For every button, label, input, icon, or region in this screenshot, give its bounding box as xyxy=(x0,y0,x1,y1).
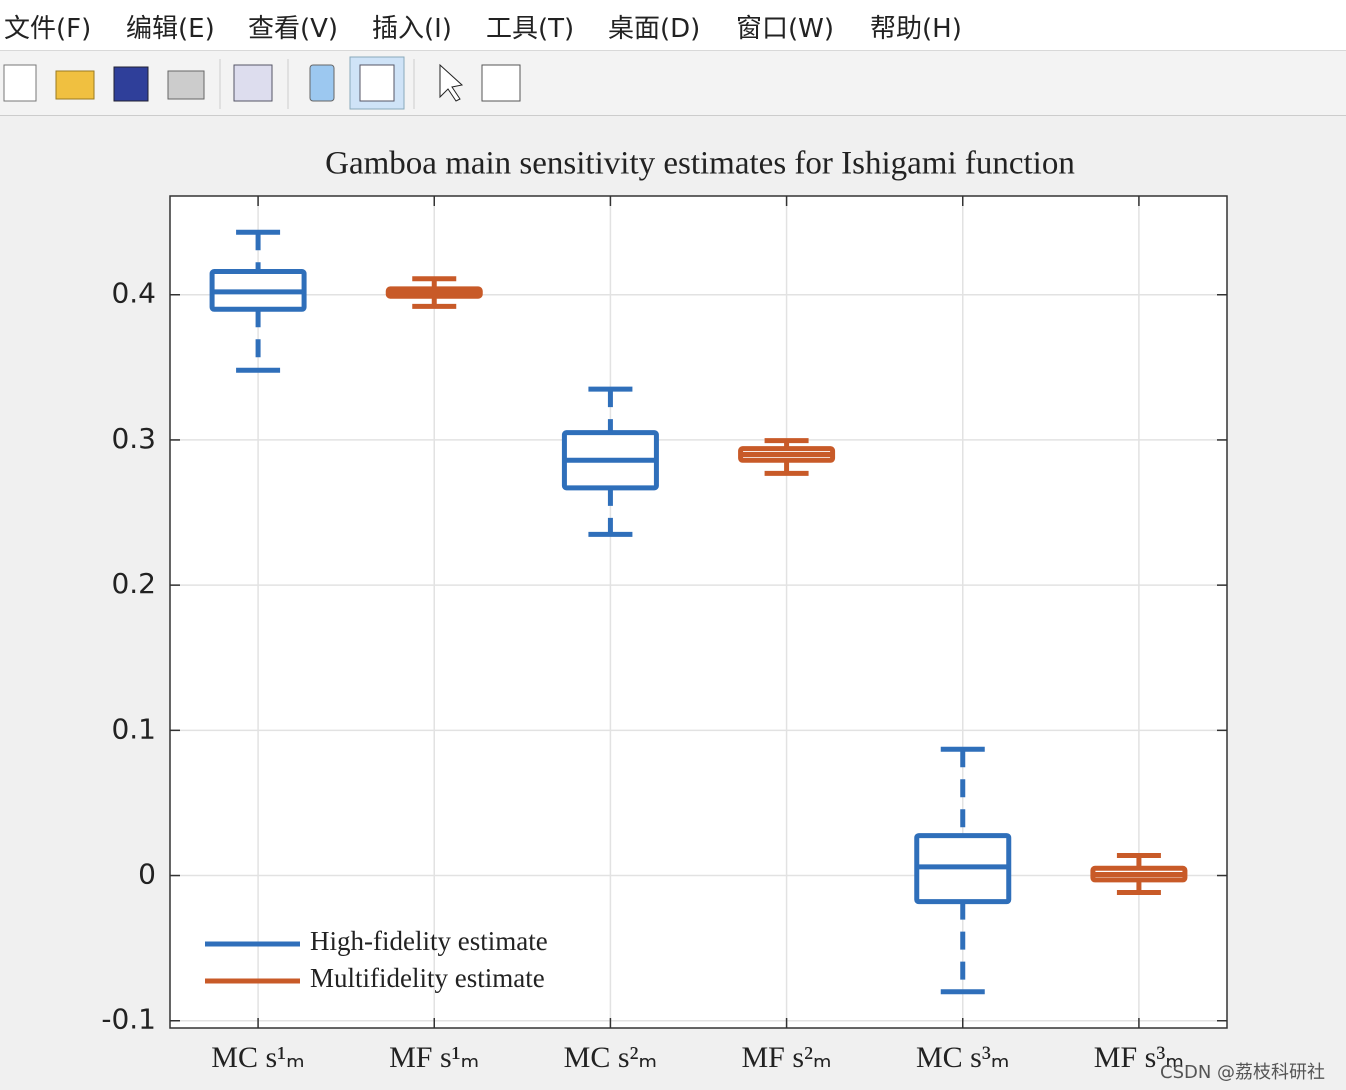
y-tick-label: 0.2 xyxy=(111,567,156,600)
x-tick-label: MC s¹ₘ xyxy=(211,1041,305,1074)
print-icon[interactable] xyxy=(167,70,205,100)
watermark: CSDN @荔枝科研社 xyxy=(1160,1062,1326,1083)
chart: Gamboa main sensitivity estimates for Is… xyxy=(101,146,1228,1074)
x-tick-label: MF s²ₘ xyxy=(741,1041,831,1074)
property-icon[interactable] xyxy=(481,64,521,102)
menu-bar: 文件(F) 编辑(E) 查看(V) 插入(I) 工具(T) 桌面(D) 窗口(W) 帮助(H) xyxy=(0,0,1346,51)
x-tick-label: MC s²ₘ xyxy=(564,1041,658,1074)
open-icon[interactable] xyxy=(55,70,95,100)
legend-icon[interactable] xyxy=(359,64,395,102)
menu-item[interactable]: 插入(I) xyxy=(372,14,452,44)
toolbar-icons xyxy=(3,56,521,110)
x-tick-label: MF s³ₘ xyxy=(1094,1041,1184,1074)
toolbar xyxy=(0,51,1346,116)
axes-frame xyxy=(169,195,1228,1029)
new-icon[interactable] xyxy=(3,64,37,102)
colorbar-icon[interactable] xyxy=(309,64,335,102)
x-tick-label: MF s¹ₘ xyxy=(389,1041,479,1074)
y-tick-label: 0.4 xyxy=(111,277,156,310)
y-tick-label: 0.1 xyxy=(111,712,156,745)
menu-item[interactable]: 编辑(E) xyxy=(126,14,215,44)
x-tick-label: MC s³ₘ xyxy=(916,1041,1010,1074)
link-icon[interactable] xyxy=(233,64,273,102)
menu-item[interactable]: 查看(V) xyxy=(248,14,339,44)
menu-item[interactable]: 工具(T) xyxy=(486,14,575,44)
y-tick-label: 0.3 xyxy=(111,422,156,455)
menu-item[interactable]: 文件(F) xyxy=(4,14,92,44)
y-tick-label: -0.1 xyxy=(101,1003,156,1036)
menu-item[interactable]: 窗口(W) xyxy=(736,14,834,44)
menu-item[interactable]: 帮助(H) xyxy=(870,14,962,44)
legend-label: Multifidelity estimate xyxy=(310,963,545,993)
legend-label: High-fidelity estimate xyxy=(310,926,548,956)
y-tick-label: 0 xyxy=(138,858,156,891)
chart-title: Gamboa main sensitivity estimates for Is… xyxy=(325,146,1075,182)
plot-area xyxy=(170,196,1227,1028)
save-icon[interactable] xyxy=(113,66,149,102)
pointer-icon[interactable] xyxy=(439,63,464,102)
menu-item[interactable]: 桌面(D) xyxy=(608,14,701,44)
